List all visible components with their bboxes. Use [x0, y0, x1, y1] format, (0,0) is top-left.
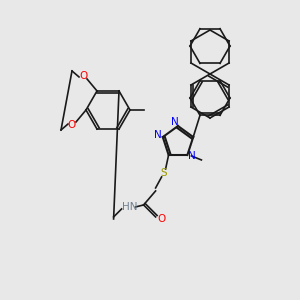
Text: S: S [160, 168, 167, 178]
Text: N: N [188, 151, 195, 161]
Text: N: N [154, 130, 162, 140]
Text: O: O [158, 214, 166, 224]
Text: O: O [79, 71, 87, 81]
Text: O: O [68, 120, 76, 130]
Text: HN: HN [122, 202, 137, 212]
Text: N: N [171, 117, 179, 127]
